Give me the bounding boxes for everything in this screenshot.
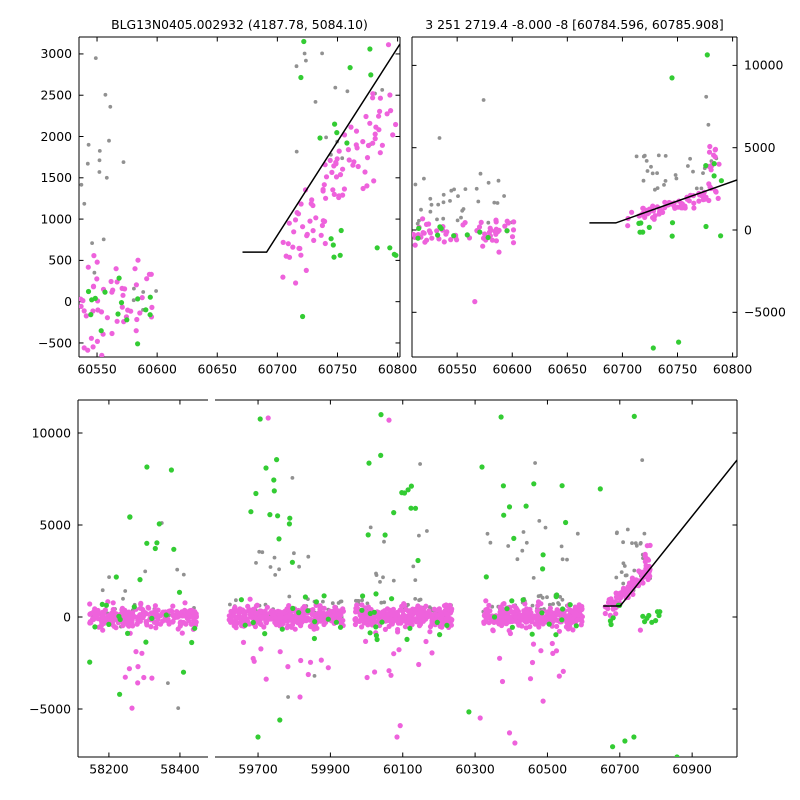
- x-tick-label: 60800: [378, 362, 418, 377]
- axes-top-left: [78, 36, 401, 358]
- x-tick-label: 60100: [383, 762, 423, 777]
- x-tick-label: 60550: [437, 362, 477, 377]
- series-magenta-points: [412, 143, 722, 305]
- x-tick-label: 60750: [658, 362, 698, 377]
- y-tick-label: 5000: [744, 140, 776, 155]
- x-tick-label: 58400: [160, 762, 200, 777]
- x-tick-label: 60700: [258, 362, 298, 377]
- y-tick-label: 10000: [744, 58, 784, 73]
- model-line-top-left: [242, 43, 400, 253]
- x-tick-label: 60650: [548, 362, 588, 377]
- y-tick-label: 2500: [40, 88, 72, 103]
- series-green-points: [415, 52, 725, 351]
- x-tick-label: 58200: [89, 762, 129, 777]
- y-tick-label: −5000: [744, 305, 786, 320]
- series-green-points: [85, 38, 399, 347]
- y-tick-label: 5000: [39, 517, 71, 532]
- x-tick-label: 60600: [493, 362, 533, 377]
- x-tick-label: 60500: [528, 762, 568, 777]
- y-tick-label: 1500: [40, 170, 72, 185]
- series-gray-points: [90, 458, 652, 710]
- y-tick-label: 0: [744, 222, 752, 237]
- x-tick-label: 59900: [311, 762, 351, 777]
- y-tick-label: 3000: [40, 46, 72, 61]
- x-tick-label: 60300: [455, 762, 495, 777]
- x-tick-label: 60700: [600, 762, 640, 777]
- y-tick-label: −5000: [29, 701, 71, 716]
- y-tick-label: −500: [38, 335, 72, 350]
- x-tick-label: 59700: [238, 762, 278, 777]
- x-tick-label: 60750: [318, 362, 358, 377]
- subplot-top-left: 60550 60600 60650 60700 60750 60800 −500 0 500 10…: [38, 17, 417, 377]
- y-tick-label: 500: [48, 253, 72, 268]
- model-line-bottom: [603, 459, 737, 607]
- x-tick-label: 60600: [137, 362, 177, 377]
- y-tick-label: 2000: [40, 129, 72, 144]
- subplot-top-right: 60550 60600 60650 60700 60750 60800 −5000 0 5000…: [411, 17, 786, 377]
- plot-title-top-left: BLG13N0405.002932 (4187.78, 5084.10): [111, 17, 368, 32]
- y-tick-label: 10000: [32, 425, 72, 440]
- series-green-points: [87, 412, 680, 757]
- series-gray-points: [413, 94, 719, 226]
- y-tick-label: 0: [64, 294, 72, 309]
- x-tick-label: 60900: [672, 762, 712, 777]
- x-tick-label: 60550: [77, 362, 117, 377]
- x-tick-label: 60800: [713, 362, 753, 377]
- y-tick-label: 1000: [40, 211, 72, 226]
- axes-top-right: [411, 36, 738, 358]
- model-line-top-right: [589, 179, 737, 224]
- axes-bottom: [77, 399, 738, 758]
- x-tick-label: 60700: [603, 362, 643, 377]
- series-magenta-points: [79, 42, 399, 357]
- y-tick-label: 0: [63, 609, 71, 624]
- plot-title-top-right: 3 251 2719.4 -8.000 -8 [60784.596, 60785…: [425, 17, 723, 32]
- series-gray-points: [79, 51, 385, 312]
- x-tick-label: 60650: [198, 362, 238, 377]
- subplot-bottom: 58200 58400 59700 59900 60100 60300 60500 60700…: [29, 399, 738, 777]
